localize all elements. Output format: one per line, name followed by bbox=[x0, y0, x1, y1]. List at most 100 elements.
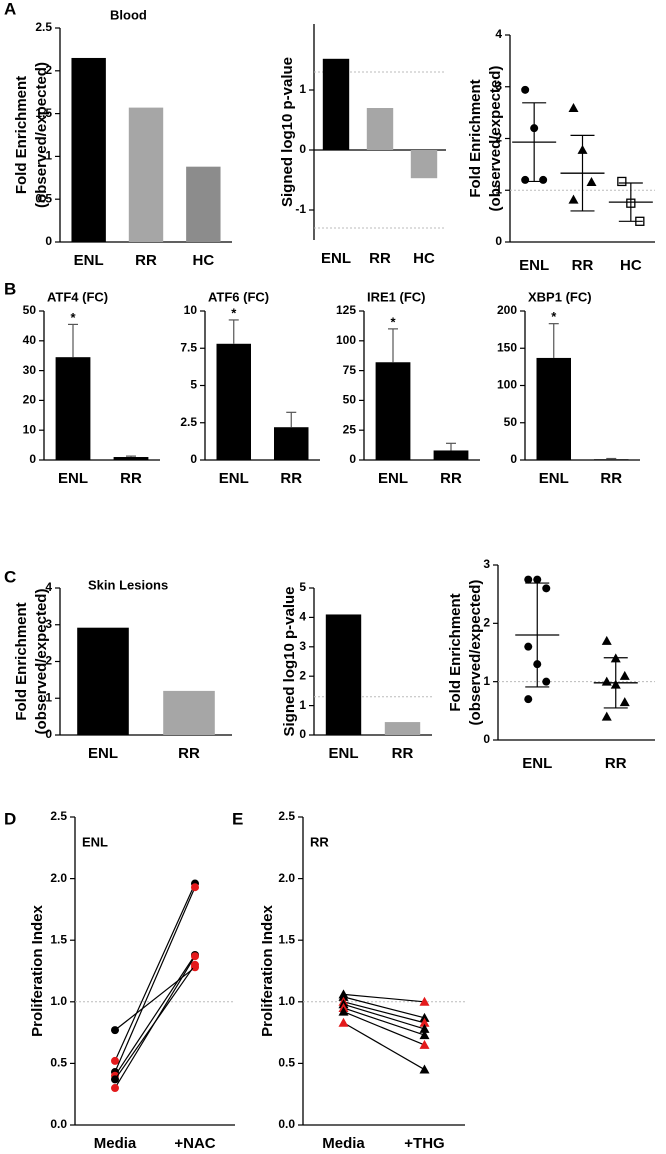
y-axis-label: Proliferation Index bbox=[259, 905, 276, 1037]
y-tick-label: 2 bbox=[45, 63, 52, 77]
x-tick-label: ENL bbox=[58, 470, 88, 487]
y-tick-label: 0 bbox=[349, 452, 356, 466]
chart-title: Skin Lesions bbox=[88, 577, 168, 592]
x-tick-label: +THG bbox=[404, 1135, 444, 1152]
y-tick-label: 200 bbox=[497, 303, 517, 317]
x-tick-label: +NAC bbox=[174, 1135, 215, 1152]
y-tick-label: 0 bbox=[299, 142, 306, 156]
data-point bbox=[601, 635, 612, 645]
data-point bbox=[619, 697, 630, 707]
y-tick-label: 10 bbox=[184, 303, 198, 317]
y-tick-label: 2 bbox=[495, 131, 502, 145]
panel-label: C bbox=[4, 567, 16, 586]
data-point bbox=[619, 670, 630, 680]
x-tick-label: RR bbox=[280, 470, 302, 487]
y-tick-label: 0.0 bbox=[50, 1117, 67, 1131]
y-tick-label: 1 bbox=[299, 698, 306, 712]
data-point bbox=[524, 642, 533, 651]
data-point bbox=[419, 1023, 430, 1033]
y-tick-label: 1.0 bbox=[278, 994, 295, 1008]
bar bbox=[433, 450, 469, 460]
y-tick-label: 1 bbox=[299, 82, 306, 96]
y-axis-label: (observed/expected) bbox=[487, 66, 504, 212]
bar bbox=[325, 614, 362, 735]
significance-marker: * bbox=[551, 309, 557, 324]
y-tick-label: 2.5 bbox=[278, 809, 295, 823]
y-tick-label: 2 bbox=[299, 668, 306, 682]
data-point bbox=[568, 194, 579, 204]
data-point bbox=[191, 883, 199, 892]
y-tick-label: 2 bbox=[483, 616, 490, 630]
data-point bbox=[419, 1017, 430, 1027]
chart-title: XBP1 (FC) bbox=[528, 289, 592, 304]
x-tick-label: RR bbox=[572, 257, 594, 274]
y-tick-label: 1 bbox=[45, 690, 52, 704]
x-tick-label: ENL bbox=[539, 470, 569, 487]
y-tick-label: 25 bbox=[343, 422, 357, 436]
chart-title: ATF6 (FC) bbox=[208, 289, 269, 304]
y-tick-label: 0 bbox=[29, 452, 36, 466]
series-line bbox=[343, 1001, 425, 1024]
x-tick-label: ENL bbox=[329, 745, 359, 762]
x-tick-label: RR bbox=[120, 470, 142, 487]
y-tick-label: 150 bbox=[497, 340, 517, 354]
y-tick-label: 3 bbox=[299, 639, 306, 653]
y-axis-label: Signed log10 p-value bbox=[279, 57, 296, 207]
y-tick-label: 75 bbox=[343, 363, 357, 377]
x-tick-label: ENL bbox=[519, 257, 549, 274]
data-point bbox=[419, 1064, 430, 1074]
x-tick-label: ENL bbox=[74, 252, 104, 269]
bar bbox=[536, 357, 571, 460]
bar bbox=[186, 166, 221, 242]
bar bbox=[375, 362, 411, 460]
x-tick-label: RR bbox=[178, 745, 200, 762]
bar bbox=[163, 690, 215, 735]
data-point bbox=[542, 584, 551, 593]
panel-label: B bbox=[4, 279, 16, 298]
x-tick-label: Media bbox=[94, 1135, 137, 1152]
x-tick-label: RR bbox=[392, 745, 414, 762]
y-tick-label: 0 bbox=[45, 234, 52, 248]
y-tick-label: 10 bbox=[23, 422, 37, 436]
x-tick-label: HC bbox=[413, 250, 435, 267]
data-point bbox=[111, 1084, 119, 1093]
data-point bbox=[539, 175, 548, 184]
y-axis-label: Fold Enrichment bbox=[447, 593, 464, 711]
y-axis-label: (observed/expected) bbox=[33, 62, 50, 208]
y-tick-label: 1 bbox=[495, 182, 502, 196]
y-tick-label: 100 bbox=[497, 378, 517, 392]
y-tick-label: 100 bbox=[336, 333, 356, 347]
chart-title: IRE1 (FC) bbox=[367, 289, 426, 304]
data-point bbox=[521, 175, 530, 184]
y-tick-label: 2.5 bbox=[50, 809, 67, 823]
x-tick-label: RR bbox=[440, 470, 462, 487]
y-tick-label: 40 bbox=[23, 333, 37, 347]
x-tick-label: RR bbox=[369, 250, 391, 267]
bar bbox=[274, 427, 309, 460]
panel-label: A bbox=[4, 0, 16, 18]
x-tick-label: RR bbox=[605, 755, 627, 772]
y-tick-label: 0.5 bbox=[278, 1056, 295, 1070]
y-tick-label: 4 bbox=[45, 580, 52, 594]
y-tick-label: 125 bbox=[336, 303, 356, 317]
bar bbox=[410, 150, 438, 179]
data-point bbox=[338, 1006, 349, 1016]
x-tick-label: ENL bbox=[378, 470, 408, 487]
y-tick-label: 1.5 bbox=[35, 106, 52, 120]
y-tick-label: 3 bbox=[45, 617, 52, 631]
x-tick-label: Media bbox=[322, 1135, 365, 1152]
data-point bbox=[191, 952, 199, 961]
significance-marker: * bbox=[390, 314, 396, 329]
y-axis-label: Signed log10 p-value bbox=[281, 586, 298, 736]
bar bbox=[77, 627, 129, 735]
x-tick-label: ENL bbox=[321, 250, 351, 267]
y-tick-label: 0 bbox=[495, 234, 502, 248]
x-tick-label: HC bbox=[192, 252, 214, 269]
data-point bbox=[338, 991, 349, 1001]
series-line bbox=[343, 1011, 425, 1046]
data-point bbox=[568, 102, 579, 112]
significance-marker: * bbox=[70, 310, 76, 325]
y-tick-label: 2.0 bbox=[50, 871, 67, 885]
series-line bbox=[343, 1022, 425, 1071]
bar bbox=[322, 58, 350, 150]
